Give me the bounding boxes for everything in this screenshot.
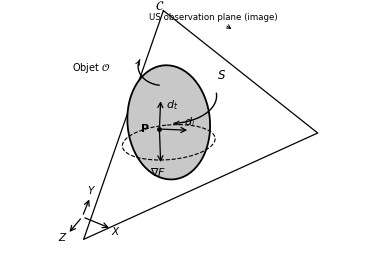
Text: Objet $\mathcal{O}$: Objet $\mathcal{O}$ (72, 61, 110, 75)
Text: $Z$: $Z$ (58, 231, 68, 243)
Text: US observation plane (image): US observation plane (image) (149, 13, 278, 28)
Text: $\nabla F$: $\nabla F$ (150, 165, 166, 178)
Text: $X$: $X$ (111, 225, 121, 238)
Text: $Y$: $Y$ (87, 184, 96, 196)
Text: $\mathcal{C}$: $\mathcal{C}$ (155, 0, 164, 13)
Text: $d_t$: $d_t$ (166, 98, 178, 112)
Ellipse shape (127, 65, 210, 180)
Text: $S$: $S$ (217, 69, 226, 82)
Text: $d_i$: $d_i$ (184, 115, 196, 129)
Text: $\mathbf{P}$: $\mathbf{P}$ (140, 122, 150, 134)
